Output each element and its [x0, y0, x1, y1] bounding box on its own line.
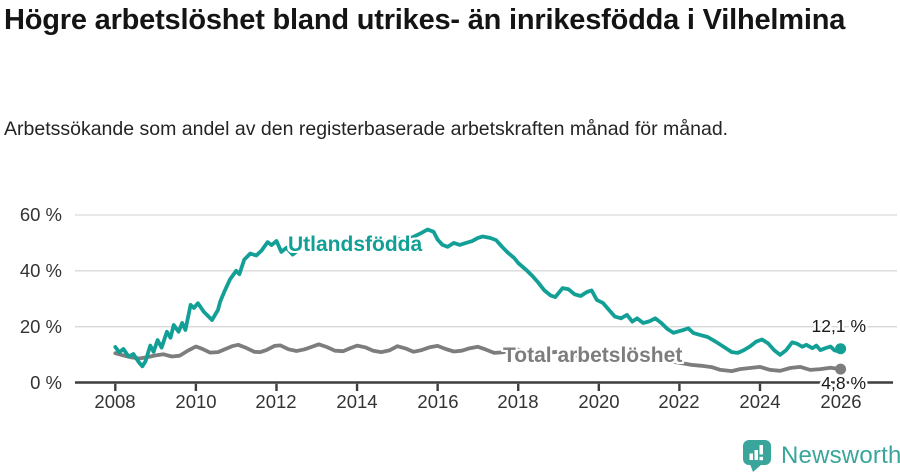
x-tick-label-2026: 2026 [820, 391, 862, 412]
series-end-dot-0 [835, 343, 847, 355]
x-tick-label-2024: 2024 [739, 391, 781, 412]
series-line-1 [113, 342, 843, 374]
x-tick-label-2022: 2022 [658, 391, 700, 412]
y-tick-label-60: 60 % [19, 204, 62, 225]
x-tick-label-2008: 2008 [94, 391, 136, 412]
series-label-utlandsfodda: Utlandsfödda [288, 233, 423, 256]
series-label-total-arbetsloshet: Total arbetslöshet [503, 344, 683, 367]
newsworthy-speech-bubble-icon [743, 440, 771, 472]
chart-subtitle: Arbetssökande som andel av den registerb… [4, 118, 729, 140]
series-line-0 [113, 227, 843, 369]
y-tick-label-0: 0 % [30, 372, 62, 393]
end-value-label-total: 4,8 % [821, 373, 866, 393]
bar-chart-glyph-bar2 [754, 450, 758, 460]
x-tick-label-2012: 2012 [255, 391, 297, 412]
x-tick-label-2010: 2010 [175, 391, 217, 412]
y-tick-label-20: 20 % [19, 316, 62, 337]
chart-title: Högre arbetslöshet bland utrikes- än inr… [4, 4, 846, 36]
exclamation-glyph-dot [759, 456, 763, 461]
end-value-label-utlandsfodda: 12,1 % [811, 316, 866, 336]
bar-chart-glyph-bar1 [749, 453, 753, 460]
newsworthy-wordmark: Newsworthy [781, 442, 900, 469]
y-tick-label-40: 40 % [19, 260, 62, 281]
newsworthy-logo[interactable]: Newsworthy [742, 439, 900, 473]
x-tick-label-2016: 2016 [417, 391, 459, 412]
x-tick-label-2020: 2020 [578, 391, 620, 412]
x-tick-label-2018: 2018 [497, 391, 539, 412]
series-end-dot-1 [835, 363, 847, 375]
exclamation-glyph-bar [759, 445, 763, 455]
x-tick-label-2014: 2014 [336, 391, 378, 412]
